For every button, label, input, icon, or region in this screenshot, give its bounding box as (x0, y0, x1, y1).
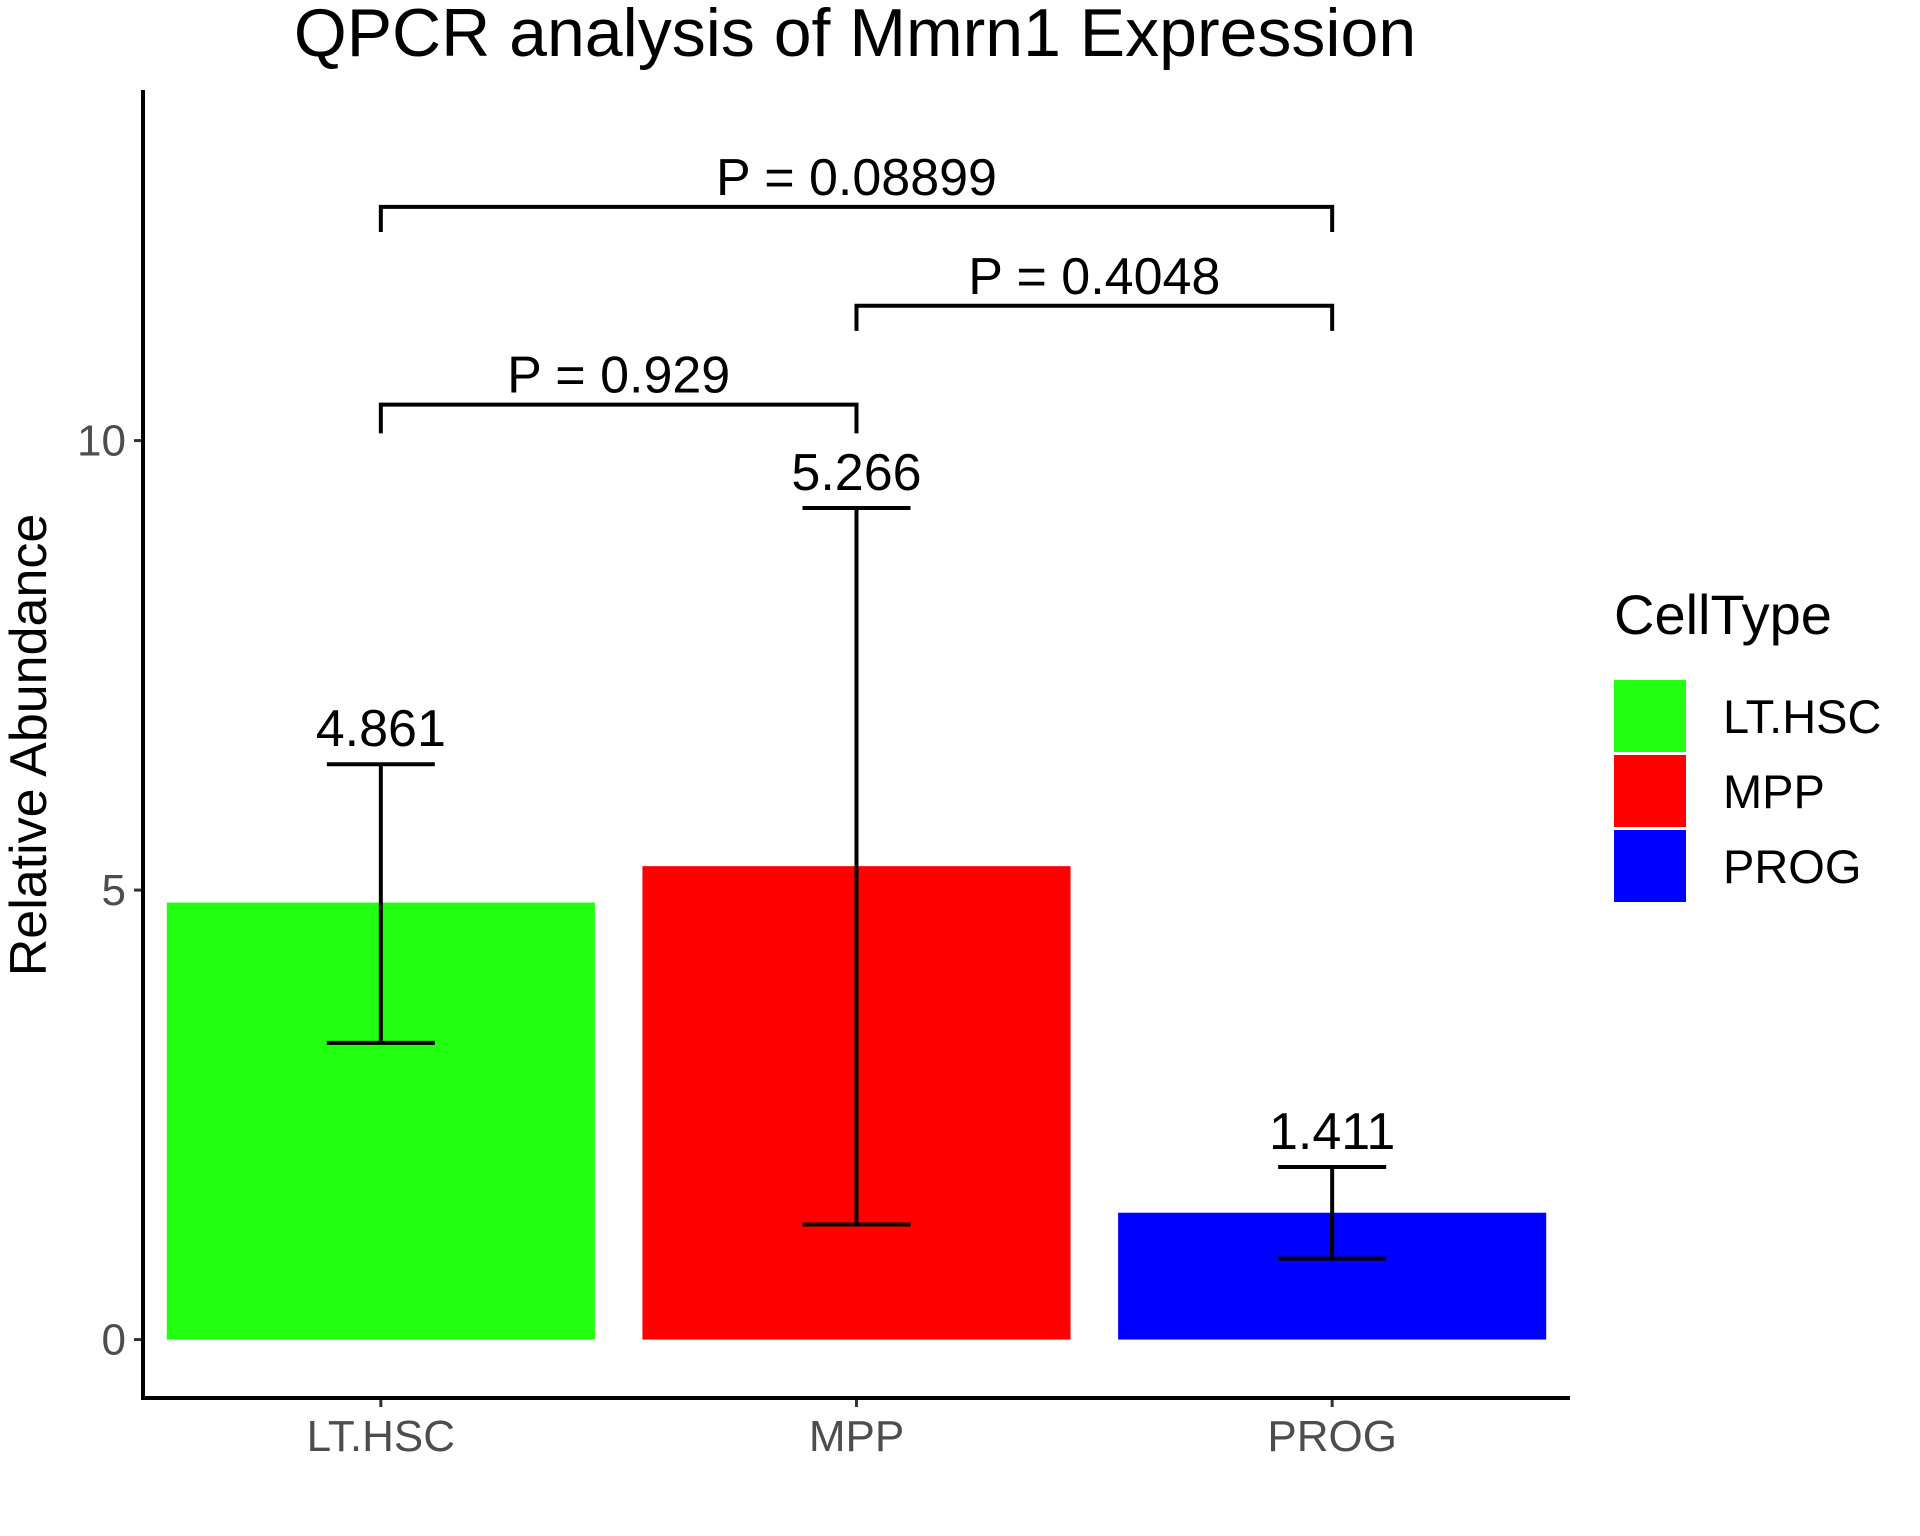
value-label: 4.861 (316, 700, 446, 758)
significance-bracket (378, 402, 859, 434)
chart-title: QPCR analysis of Mmrn1 Expression (294, 0, 1416, 71)
significance-bracket (854, 303, 1335, 331)
value-label: 1.411 (1269, 1103, 1395, 1161)
legend: CellType LT.HSC MPP PROG (1614, 583, 1881, 902)
p-value-label: P = 0.4048 (968, 248, 1220, 306)
plot-area: 0 5 10 4.861 5.266 1.411 LT.HSC MPP PROG P = 0.92… (77, 149, 1547, 1461)
x-tick-label: PROG (1267, 1412, 1397, 1461)
significance-bracket (378, 204, 1335, 233)
legend-label: LT.HSC (1723, 690, 1881, 743)
legend-label: MPP (1723, 765, 1825, 818)
y-tick-label: 0 (102, 1316, 126, 1365)
p-value-label: P = 0.929 (507, 347, 730, 405)
p-value-label: P = 0.08899 (716, 149, 997, 207)
y-tick-label: 10 (77, 417, 126, 466)
x-tick-label: MPP (809, 1412, 904, 1461)
y-axis-title: Relative Abundance (0, 514, 58, 977)
legend-key (1614, 830, 1686, 902)
value-label: 5.266 (791, 444, 921, 502)
legend-label: PROG (1723, 840, 1861, 893)
legend-key (1614, 755, 1686, 827)
legend-key (1614, 680, 1686, 752)
x-tick-label: LT.HSC (307, 1412, 455, 1461)
legend-title: CellType (1614, 583, 1832, 646)
y-tick-label: 5 (102, 866, 126, 915)
